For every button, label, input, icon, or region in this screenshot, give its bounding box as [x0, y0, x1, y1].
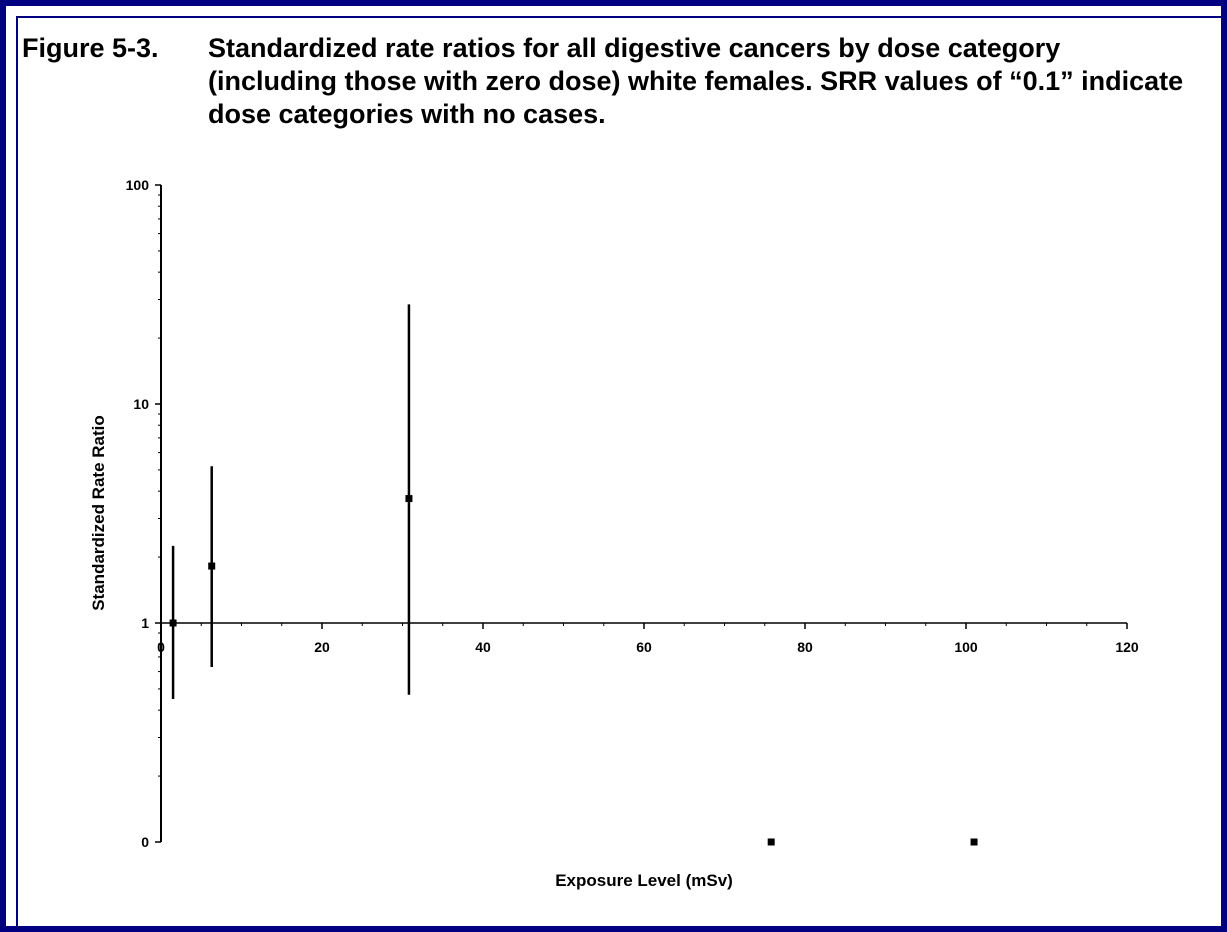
- figure-label: Figure 5-3.: [22, 33, 159, 63]
- x-tick-label: 60: [636, 639, 652, 655]
- figure-inner-border: [16, 16, 1223, 928]
- data-point: [169, 619, 177, 627]
- figure-caption-text: Standardized rate ratios for all digesti…: [208, 33, 1184, 129]
- data-point: [405, 495, 413, 503]
- data-point: [970, 838, 978, 846]
- x-tick-label: 100: [954, 639, 978, 655]
- x-tick-label: 0: [157, 639, 165, 655]
- y-tick-label: 0: [141, 834, 149, 850]
- x-tick-label: 80: [797, 639, 813, 655]
- x-tick-label: 40: [475, 639, 491, 655]
- y-tick-label: 10: [133, 396, 149, 412]
- data-point: [767, 838, 775, 846]
- x-tick-label: 120: [1115, 639, 1139, 655]
- y-tick-label: 1: [141, 615, 149, 631]
- x-tick-label: 20: [314, 639, 330, 655]
- figure-caption: Figure 5-3. Standardized rate ratios for …: [22, 32, 1202, 131]
- y-tick-label: 100: [126, 177, 150, 193]
- y-axis-title: Standardized Rate Ratio: [89, 415, 108, 611]
- x-axis-title: Exposure Level (mSv): [555, 871, 733, 890]
- data-point: [208, 562, 216, 570]
